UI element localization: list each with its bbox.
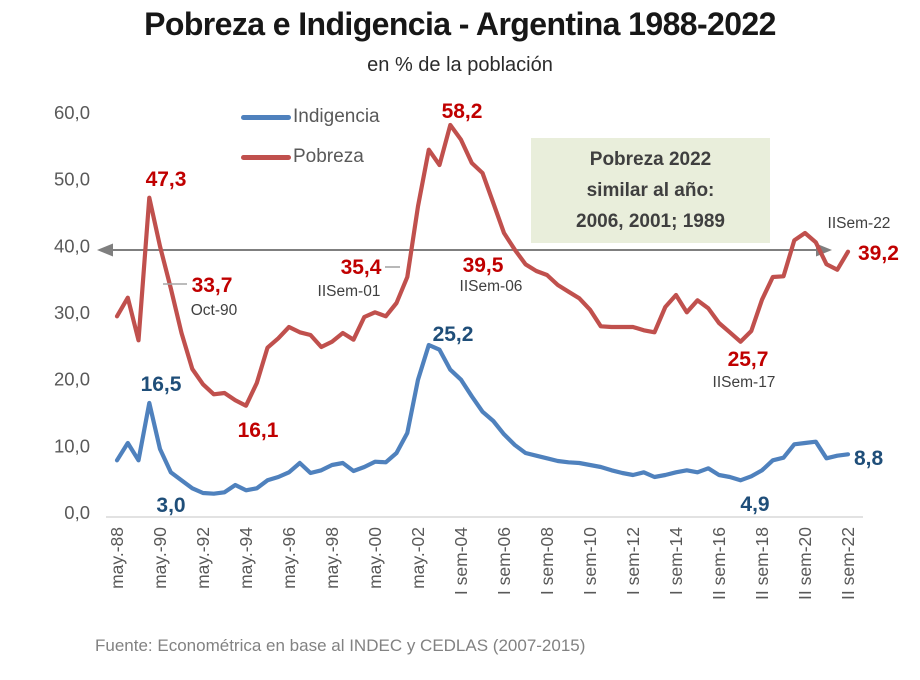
x-tick-label: may.-02 [408,527,428,589]
note-box-line-3: 2006, 2001; 1989 [576,211,725,232]
data-label-indigencia-16_5: 16,5 [141,373,182,396]
x-tick-label: I sem-12 [623,527,643,595]
pobreza-line [114,122,851,408]
x-tick-label: may.-96 [279,527,299,589]
data-label-pobreza-39_5: 39,5 [463,254,504,277]
x-tick-label: II sem-22 [838,527,858,600]
x-tick-label: I sem-04 [451,527,471,595]
data-label-pobreza-33_7: 33,7 [192,274,233,297]
data-label-pobreza-16_1: 16,1 [238,419,279,442]
y-tick-label: 40,0 [54,235,90,256]
data-label-indigencia-8_8: 8,8 [854,447,884,470]
data-label-indigencia-3_0: 3,0 [156,494,185,517]
y-tick-label: 10,0 [54,435,90,456]
x-tick-label: I sem-14 [666,527,686,595]
data-sublabel-IISem-01: IISem-01 [318,283,381,300]
source-note: Fuente: Econométrica en base al INDEC y … [95,636,586,655]
legend-item-pobreza: Pobreza [241,146,364,167]
chart-subtitle: en % de la población [367,54,553,76]
legend-label-pobreza: Pobreza [293,146,364,167]
chart-title: Pobreza e Indigencia - Argentina 1988-20… [144,6,776,42]
y-tick-label: 0,0 [64,502,90,523]
data-label-pobreza-58_2: 58,2 [442,100,483,123]
data-label-pobreza-39_2: 39,2 [858,242,899,265]
x-tick-label: I sem-06 [494,527,514,595]
x-tick-label: II sem-18 [752,527,772,600]
legend-item-indigencia: Indigencia [241,106,380,127]
x-tick-label: II sem-16 [709,527,729,600]
y-tick-label: 20,0 [54,369,90,390]
x-tick-label: may.-98 [322,527,342,589]
x-tick-label: may.-00 [365,527,385,589]
indigencia-line-swatch [241,114,291,120]
reference-arrow-left-head [97,243,113,257]
indigencia-line [114,342,851,496]
y-tick-label: 50,0 [54,169,90,190]
x-tick-label: II sem-20 [795,527,815,600]
x-tick-label: may.-88 [107,527,127,589]
x-tick-label: may.-94 [236,527,256,589]
y-tick-label: 60,0 [54,102,90,123]
x-tick-label: may.-90 [150,527,170,589]
data-label-pobreza-47_3: 47,3 [146,168,187,191]
data-label-pobreza-25_7: 25,7 [728,348,769,371]
data-sublabel-IISem-22: IISem-22 [828,215,891,232]
legend-label-indigencia: Indigencia [293,106,380,127]
x-tick-label: I sem-10 [580,527,600,595]
x-tick-label: I sem-08 [537,527,557,595]
data-label-pobreza-35_4: 35,4 [341,256,382,279]
data-label-indigencia-4_9: 4,9 [740,493,769,516]
y-tick-label: 30,0 [54,302,90,323]
pobreza-line-swatch [241,154,291,160]
x-tick-label: may.-92 [193,527,213,589]
note-box-line-2: similar al año: [586,180,715,201]
data-sublabel-IISem-17: IISem-17 [713,374,776,391]
note-box: Pobreza 2022 similar al año: 2006, 2001;… [531,138,770,243]
data-sublabel-Oct-90: Oct-90 [191,302,238,319]
data-label-indigencia-25_2: 25,2 [433,323,474,346]
note-box-line-1: Pobreza 2022 [589,149,712,170]
data-sublabel-IISem-06: IISem-06 [460,278,523,295]
